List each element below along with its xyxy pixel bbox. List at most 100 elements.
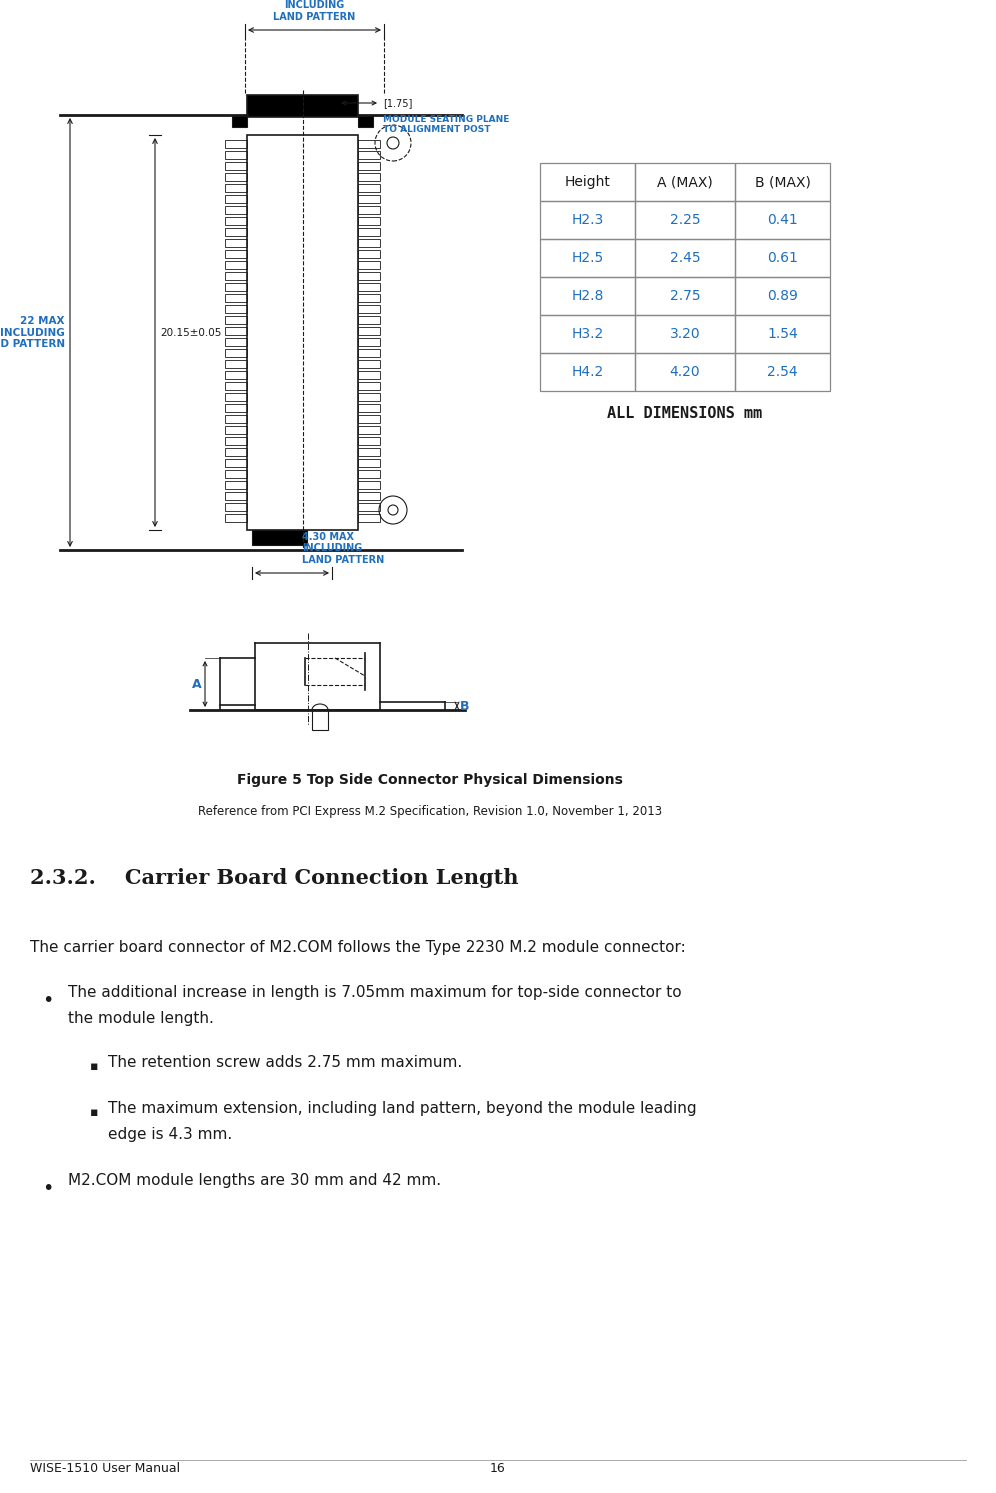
Bar [225, 337, 247, 346]
Bar [358, 305, 380, 314]
Bar [358, 458, 380, 467]
Bar [225, 437, 247, 445]
Bar [225, 349, 247, 357]
Bar [358, 470, 380, 478]
Text: •: • [42, 1179, 54, 1197]
Bar [358, 206, 380, 213]
Text: The carrier board connector of M2.COM follows the Type 2230 M.2 module connector: The carrier board connector of M2.COM fo… [30, 941, 686, 956]
Bar [540, 163, 635, 202]
Bar [358, 426, 380, 434]
Text: A (MAX): A (MAX) [657, 175, 713, 190]
Bar [358, 405, 380, 412]
Text: 3.20: 3.20 [669, 327, 700, 340]
Bar [358, 448, 380, 455]
Text: 0.89: 0.89 [767, 290, 798, 303]
Bar [540, 278, 635, 315]
Bar [225, 163, 247, 170]
Bar [358, 228, 380, 236]
Bar [735, 163, 830, 202]
Bar [358, 370, 380, 379]
Bar [358, 317, 380, 324]
Bar [358, 493, 380, 500]
Bar [358, 261, 380, 269]
Bar [635, 352, 735, 391]
Text: 0.41: 0.41 [767, 213, 798, 227]
Bar [225, 405, 247, 412]
Bar [247, 134, 358, 530]
Text: H2.5: H2.5 [572, 251, 604, 264]
Bar [358, 481, 380, 490]
Bar [225, 294, 247, 302]
Bar [358, 337, 380, 346]
Text: H2.3: H2.3 [572, 213, 604, 227]
Bar [540, 202, 635, 239]
Text: the module length.: the module length. [68, 1011, 214, 1026]
Text: The additional increase in length is 7.05mm maximum for top-side connector to: The additional increase in length is 7.0… [68, 985, 681, 1000]
Text: ▪: ▪ [90, 1060, 99, 1073]
Bar [635, 315, 735, 352]
Bar [635, 202, 735, 239]
Bar [225, 317, 247, 324]
Bar [358, 284, 380, 291]
Bar [225, 327, 247, 334]
Bar [225, 239, 247, 246]
Bar [225, 272, 247, 281]
Bar [735, 278, 830, 315]
Bar [225, 481, 247, 490]
Bar [232, 115, 247, 127]
Bar [225, 458, 247, 467]
Bar [312, 711, 328, 730]
Bar [358, 415, 380, 423]
Bar [358, 115, 373, 127]
Text: Reference from PCI Express M.2 Specification, Revision 1.0, November 1, 2013: Reference from PCI Express M.2 Specifica… [198, 806, 662, 818]
Bar [225, 184, 247, 193]
Text: B (MAX): B (MAX) [755, 175, 811, 190]
Bar [225, 305, 247, 314]
Bar [358, 382, 380, 390]
Bar [225, 261, 247, 269]
Text: MODULE SEATING PLANE
TO ALIGNMENT POST: MODULE SEATING PLANE TO ALIGNMENT POST [383, 115, 509, 134]
Bar [225, 426, 247, 434]
Bar [358, 360, 380, 367]
Bar [225, 151, 247, 158]
Bar [358, 216, 380, 225]
Bar [358, 163, 380, 170]
Text: ALL DIMENSIONS mm: ALL DIMENSIONS mm [608, 406, 763, 421]
Bar [358, 437, 380, 445]
Bar [540, 315, 635, 352]
Bar [358, 272, 380, 281]
Bar [540, 239, 635, 278]
Bar [540, 352, 635, 391]
Bar [225, 249, 247, 258]
Bar [225, 448, 247, 455]
Text: ▪: ▪ [90, 1106, 99, 1118]
Bar [225, 514, 247, 523]
Text: The maximum extension, including land pattern, beyond the module leading: The maximum extension, including land pa… [108, 1100, 696, 1115]
Bar [252, 530, 307, 545]
Bar [358, 503, 380, 511]
Text: Figure 5 Top Side Connector Physical Dimensions: Figure 5 Top Side Connector Physical Dim… [237, 773, 622, 787]
Text: WISE-1510 User Manual: WISE-1510 User Manual [30, 1462, 180, 1475]
Bar [735, 202, 830, 239]
Text: 20.15±0.05: 20.15±0.05 [160, 327, 221, 337]
Text: [1.75]: [1.75] [383, 99, 412, 107]
Text: 9.10 MAX
INCLUDING
LAND PATTERN: 9.10 MAX INCLUDING LAND PATTERN [273, 0, 356, 22]
Text: Height: Height [565, 175, 611, 190]
Text: H3.2: H3.2 [572, 327, 604, 340]
Text: The retention screw adds 2.75 mm maximum.: The retention screw adds 2.75 mm maximum… [108, 1056, 462, 1070]
Text: H4.2: H4.2 [572, 364, 604, 379]
Bar [225, 393, 247, 402]
Bar [225, 140, 247, 148]
Text: edge is 4.3 mm.: edge is 4.3 mm. [108, 1127, 232, 1142]
Bar [225, 173, 247, 181]
Text: 22 MAX
INCLUDING
LAND PATTERN: 22 MAX INCLUDING LAND PATTERN [0, 317, 65, 349]
Bar [735, 239, 830, 278]
Text: M2.COM module lengths are 30 mm and 42 mm.: M2.COM module lengths are 30 mm and 42 m… [68, 1173, 441, 1188]
Bar [635, 278, 735, 315]
Text: A: A [192, 678, 202, 690]
Bar [225, 370, 247, 379]
Bar [225, 470, 247, 478]
Bar [225, 228, 247, 236]
Bar [358, 151, 380, 158]
Bar [358, 349, 380, 357]
